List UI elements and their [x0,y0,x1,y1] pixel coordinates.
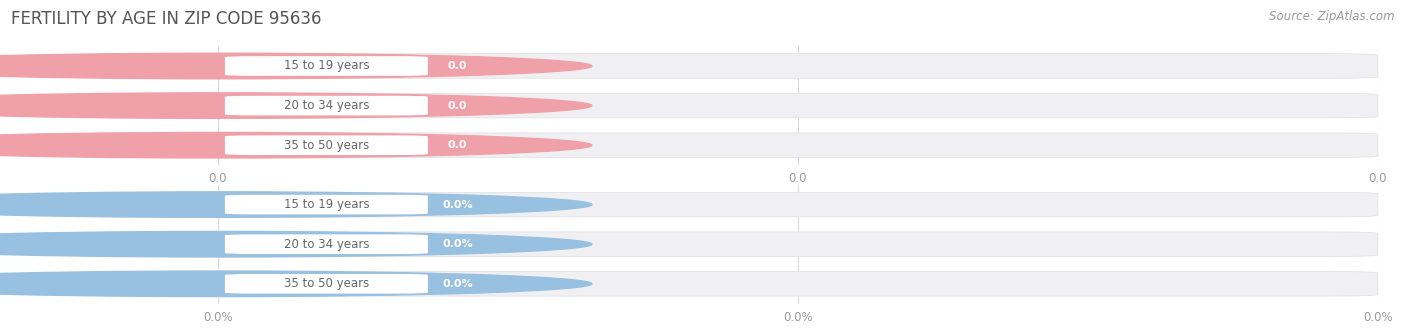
FancyBboxPatch shape [432,96,484,115]
Text: 35 to 50 years: 35 to 50 years [284,277,368,290]
Text: 0.0%: 0.0% [783,311,813,324]
FancyBboxPatch shape [432,56,484,76]
FancyBboxPatch shape [225,274,427,294]
Circle shape [0,192,592,217]
Text: 20 to 34 years: 20 to 34 years [284,99,370,112]
Text: 0.0: 0.0 [447,140,467,150]
Text: 0.0: 0.0 [789,172,807,185]
Text: FERTILITY BY AGE IN ZIP CODE 95636: FERTILITY BY AGE IN ZIP CODE 95636 [11,10,322,28]
FancyBboxPatch shape [432,274,484,294]
Text: 0.0: 0.0 [208,172,228,185]
Circle shape [0,231,592,257]
FancyBboxPatch shape [225,195,427,214]
FancyBboxPatch shape [432,234,484,254]
FancyBboxPatch shape [218,93,1378,118]
FancyBboxPatch shape [225,135,427,155]
Text: 35 to 50 years: 35 to 50 years [284,139,368,152]
Circle shape [0,53,592,79]
Circle shape [0,93,592,118]
FancyBboxPatch shape [218,133,1378,157]
Text: 15 to 19 years: 15 to 19 years [284,198,370,211]
Text: Source: ZipAtlas.com: Source: ZipAtlas.com [1270,10,1395,23]
FancyBboxPatch shape [218,54,1378,78]
FancyBboxPatch shape [432,135,484,155]
FancyBboxPatch shape [218,272,1378,296]
Text: 0.0: 0.0 [447,101,467,111]
Text: 0.0%: 0.0% [441,239,472,249]
FancyBboxPatch shape [225,234,427,254]
Circle shape [0,271,592,297]
Circle shape [0,132,592,158]
FancyBboxPatch shape [218,232,1378,256]
Text: 0.0%: 0.0% [1362,311,1393,324]
FancyBboxPatch shape [218,192,1378,217]
FancyBboxPatch shape [225,56,427,76]
Text: 20 to 34 years: 20 to 34 years [284,238,370,251]
Text: 15 to 19 years: 15 to 19 years [284,59,370,73]
FancyBboxPatch shape [225,96,427,115]
Text: 0.0%: 0.0% [441,279,472,289]
Text: 0.0%: 0.0% [202,311,233,324]
Text: 0.0: 0.0 [447,61,467,71]
Text: 0.0: 0.0 [1368,172,1388,185]
Text: 0.0%: 0.0% [441,200,472,210]
FancyBboxPatch shape [432,195,484,214]
